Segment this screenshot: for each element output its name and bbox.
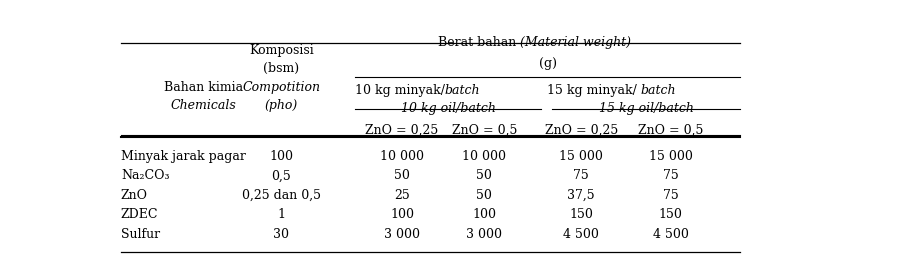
Text: 50: 50 xyxy=(476,169,492,183)
Text: Komposisi: Komposisi xyxy=(249,44,314,57)
Text: ZnO: ZnO xyxy=(121,189,148,202)
Text: ZnO = 0,25: ZnO = 0,25 xyxy=(365,124,438,137)
Text: 0,5: 0,5 xyxy=(272,169,292,183)
Text: ZnO = 0,5: ZnO = 0,5 xyxy=(452,124,517,137)
Text: 0,25 dan 0,5: 0,25 dan 0,5 xyxy=(242,189,320,202)
Text: 100: 100 xyxy=(269,150,293,163)
Text: 3 000: 3 000 xyxy=(466,228,502,241)
Text: 150: 150 xyxy=(570,208,593,221)
Text: Chemicals: Chemicals xyxy=(170,99,236,112)
Text: 4 500: 4 500 xyxy=(563,228,599,241)
Text: 15 000: 15 000 xyxy=(649,150,692,163)
Text: 10 000: 10 000 xyxy=(380,150,424,163)
Text: 50: 50 xyxy=(476,189,492,202)
Text: 3 000: 3 000 xyxy=(384,228,420,241)
Text: 10 000: 10 000 xyxy=(463,150,507,163)
Text: 1: 1 xyxy=(277,208,285,221)
Text: 150: 150 xyxy=(659,208,682,221)
Text: Sulfur: Sulfur xyxy=(121,228,160,241)
Text: 37,5: 37,5 xyxy=(567,189,595,202)
Text: ZDEC: ZDEC xyxy=(121,208,158,221)
Text: ZnO = 0,25: ZnO = 0,25 xyxy=(544,124,617,137)
Text: 15 000: 15 000 xyxy=(559,150,603,163)
Text: (Material weight): (Material weight) xyxy=(520,36,631,49)
Text: Compotition: Compotition xyxy=(242,81,320,94)
Text: (bsm): (bsm) xyxy=(263,62,300,75)
Text: 100: 100 xyxy=(390,208,414,221)
Text: batch: batch xyxy=(445,84,480,97)
Text: 10 kg minyak/: 10 kg minyak/ xyxy=(355,84,445,97)
Text: 10 kg oil/batch: 10 kg oil/batch xyxy=(400,102,495,115)
Text: 25: 25 xyxy=(394,189,410,202)
Text: (pho): (pho) xyxy=(265,99,298,112)
Text: 75: 75 xyxy=(573,169,590,183)
Text: Bahan kimia: Bahan kimia xyxy=(164,81,243,94)
Text: 100: 100 xyxy=(472,208,496,221)
Text: 15 kg minyak/: 15 kg minyak/ xyxy=(546,84,641,97)
Text: 75: 75 xyxy=(662,169,679,183)
Text: 15 kg oil/batch: 15 kg oil/batch xyxy=(598,102,694,115)
Text: Minyak jarak pagar: Minyak jarak pagar xyxy=(121,150,246,163)
Text: (g): (g) xyxy=(539,57,557,70)
Text: 4 500: 4 500 xyxy=(652,228,688,241)
Text: 30: 30 xyxy=(274,228,289,241)
Text: 50: 50 xyxy=(394,169,410,183)
Text: Na₂CO₃: Na₂CO₃ xyxy=(121,169,169,183)
Text: 75: 75 xyxy=(662,189,679,202)
Text: ZnO = 0,5: ZnO = 0,5 xyxy=(638,124,703,137)
Text: Berat bahan: Berat bahan xyxy=(437,36,520,49)
Text: batch: batch xyxy=(641,84,676,97)
